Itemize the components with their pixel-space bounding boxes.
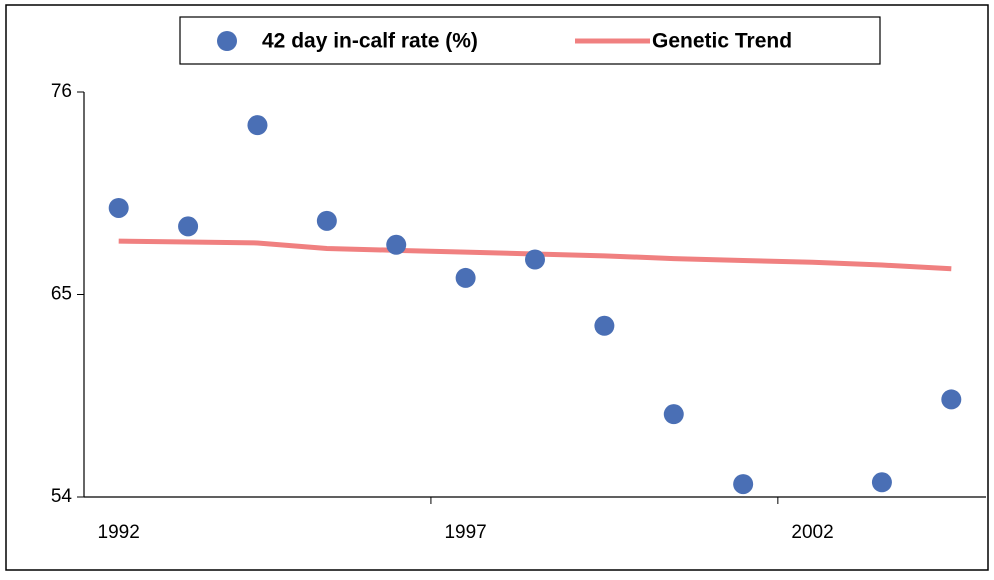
scatter-point xyxy=(733,474,754,495)
x-tick-label: 1997 xyxy=(444,522,486,543)
x-tick-label: 1992 xyxy=(98,522,140,543)
y-tick-label: 54 xyxy=(51,486,73,507)
scatter-point xyxy=(594,315,615,336)
scatter-point xyxy=(386,234,407,255)
scatter-point xyxy=(941,389,962,410)
scatter-point xyxy=(871,472,892,493)
legend: 42 day in-calf rate (%) Genetic Trend xyxy=(217,30,792,53)
y-tick-label: 76 xyxy=(51,81,72,102)
legend-box xyxy=(179,16,881,65)
y-tick-label: 65 xyxy=(51,284,72,305)
scatter-point xyxy=(455,267,476,288)
chart-border xyxy=(5,4,989,571)
legend-marker xyxy=(217,31,237,51)
legend-label: 42 day in-calf rate (%) xyxy=(262,30,478,53)
x-tick-label: 2002 xyxy=(791,522,833,543)
scatter-point xyxy=(108,197,129,218)
legend-label: Genetic Trend xyxy=(652,30,792,53)
scatter-point xyxy=(525,249,545,270)
scatter-point xyxy=(247,115,268,136)
scatter-point xyxy=(663,404,684,425)
scatter-point xyxy=(316,210,337,231)
scatter-point xyxy=(178,216,199,237)
